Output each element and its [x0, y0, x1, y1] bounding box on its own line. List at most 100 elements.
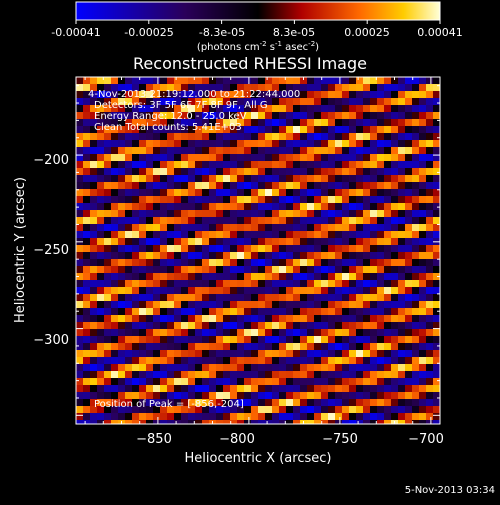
heatmap-cell — [265, 294, 272, 301]
heatmap-cell — [300, 189, 307, 196]
heatmap-cell — [398, 147, 405, 154]
heatmap-cell — [384, 77, 391, 84]
colorbar-tick-label-2: -8.3e-05 — [199, 26, 245, 39]
heatmap-cell — [384, 406, 391, 413]
heatmap-cell — [251, 196, 258, 203]
heatmap-cell — [356, 322, 363, 329]
heatmap-cell — [384, 168, 391, 175]
heatmap-cell — [244, 322, 251, 329]
heatmap-cell — [342, 245, 349, 252]
heatmap-cell — [146, 364, 153, 371]
heatmap-cell — [83, 259, 90, 266]
heatmap-cell — [356, 140, 363, 147]
heatmap-cell — [209, 413, 216, 420]
heatmap-cell — [279, 350, 286, 357]
heatmap-cell — [391, 126, 398, 133]
heatmap-cell — [181, 392, 188, 399]
heatmap-cell — [328, 266, 335, 273]
heatmap-cell — [314, 280, 321, 287]
heatmap-cell — [223, 112, 230, 119]
heatmap-cell — [370, 161, 377, 168]
heatmap-cell — [328, 245, 335, 252]
heatmap-cell — [146, 189, 153, 196]
heatmap-cell — [230, 406, 237, 413]
heatmap-cell — [314, 84, 321, 91]
heatmap-cell — [146, 266, 153, 273]
heatmap-cell — [370, 301, 377, 308]
heatmap-cell — [167, 77, 174, 84]
heatmap-cell — [111, 315, 118, 322]
heatmap-cell — [433, 273, 440, 280]
heatmap-cell — [370, 126, 377, 133]
heatmap-cell — [195, 133, 202, 140]
heatmap-cell — [433, 259, 440, 266]
heatmap-cell — [328, 154, 335, 161]
heatmap-cell — [181, 420, 188, 424]
heatmap-cell — [216, 308, 223, 315]
heatmap-cell — [272, 182, 279, 189]
y-axis-label: Heliocentric Y (arcsec) — [13, 177, 28, 323]
heatmap-cell — [174, 259, 181, 266]
heatmap-cell — [244, 231, 251, 238]
heatmap-cell — [251, 126, 258, 133]
heatmap-cell — [202, 91, 209, 98]
heatmap-cell — [76, 140, 83, 147]
heatmap-cell — [391, 133, 398, 140]
heatmap-cell — [370, 385, 377, 392]
heatmap-cell — [286, 245, 293, 252]
heatmap-cell — [139, 399, 146, 406]
heatmap-cell — [342, 112, 349, 119]
heatmap-cell — [111, 273, 118, 280]
heatmap-cell — [167, 385, 174, 392]
heatmap-cell — [265, 168, 272, 175]
heatmap-cell — [118, 315, 125, 322]
heatmap-cell — [272, 280, 279, 287]
heatmap-cell — [279, 371, 286, 378]
heatmap-cell — [293, 315, 300, 322]
heatmap-cell — [412, 147, 419, 154]
heatmap-cell — [76, 399, 83, 406]
heatmap-cell — [293, 385, 300, 392]
heatmap-cell — [405, 196, 412, 203]
heatmap-cell — [153, 308, 160, 315]
heatmap-cell — [83, 357, 90, 364]
heatmap-cell — [328, 161, 335, 168]
heatmap-cell — [118, 238, 125, 245]
heatmap-cell — [167, 210, 174, 217]
heatmap-cell — [391, 147, 398, 154]
heatmap-cell — [314, 217, 321, 224]
heatmap-cell — [76, 343, 83, 350]
heatmap-cell — [433, 322, 440, 329]
heatmap-cell — [153, 77, 160, 84]
heatmap-cell — [293, 308, 300, 315]
heatmap-cell — [251, 105, 258, 112]
heatmap-cell — [167, 182, 174, 189]
heatmap-cell — [237, 364, 244, 371]
heatmap-cell — [398, 105, 405, 112]
heatmap-cell — [321, 259, 328, 266]
heatmap-cell — [335, 203, 342, 210]
heatmap-cell — [209, 273, 216, 280]
heatmap-cell — [202, 420, 209, 424]
heatmap-cell — [279, 259, 286, 266]
heatmap-cell — [328, 147, 335, 154]
heatmap-cell — [265, 140, 272, 147]
heatmap-cell — [125, 126, 132, 133]
heatmap-cell — [202, 112, 209, 119]
heatmap-cell — [153, 98, 160, 105]
heatmap-cell — [153, 273, 160, 280]
heatmap-cell — [209, 175, 216, 182]
heatmap-cell — [251, 238, 258, 245]
heatmap-cell — [153, 371, 160, 378]
heatmap-cell — [363, 168, 370, 175]
heatmap-cell — [384, 259, 391, 266]
heatmap-cell — [293, 343, 300, 350]
heatmap-cell — [384, 273, 391, 280]
heatmap-cell — [237, 406, 244, 413]
heatmap-cell — [104, 182, 111, 189]
heatmap-cell — [433, 175, 440, 182]
heatmap-cell — [412, 392, 419, 399]
heatmap-cell — [300, 252, 307, 259]
heatmap-cell — [293, 84, 300, 91]
heatmap-cell — [251, 287, 258, 294]
